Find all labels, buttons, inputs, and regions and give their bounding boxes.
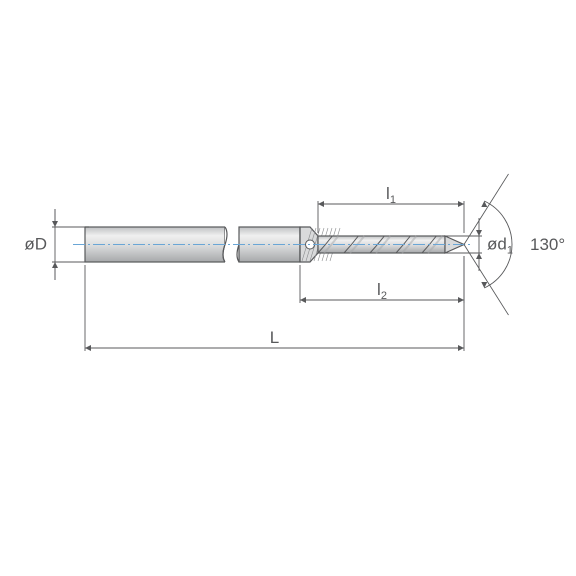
svg-text:130°: 130°	[530, 235, 565, 254]
svg-text:l1: l1	[386, 184, 396, 206]
svg-text:L: L	[270, 328, 279, 347]
svg-text:øD: øD	[24, 235, 47, 254]
svg-text:ød1: ød1	[487, 235, 513, 257]
svg-text:l2: l2	[377, 280, 387, 302]
drill-bit-technical-drawing: øD ød1 Ll2 l1 130°	[0, 0, 576, 576]
